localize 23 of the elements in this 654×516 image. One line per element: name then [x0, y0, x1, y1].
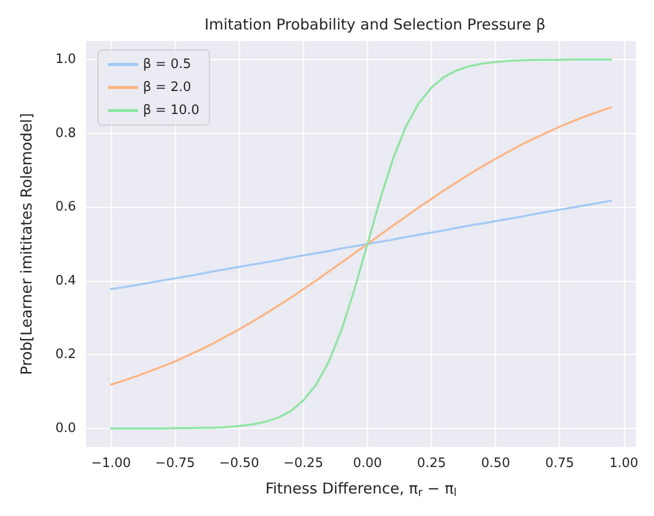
x-tick-label: −0.50: [219, 456, 260, 471]
chart-title: Imitation Probability and Selection Pressure β: [204, 16, 546, 34]
y-axis-title: Prob[Learner imititates Rolemodel]: [18, 113, 36, 375]
x-tick-label: 1.00: [609, 456, 638, 471]
x-tick-label: −0.75: [155, 456, 196, 471]
x-tick-label: 0.25: [417, 456, 446, 471]
x-tick-label: 0.50: [481, 456, 510, 471]
legend-label: β = 2.0: [143, 80, 192, 95]
y-tick-label: 0.6: [55, 200, 76, 215]
y-tick-label: 0.8: [55, 126, 76, 141]
x-tick-label: −1.00: [91, 456, 131, 471]
y-tick-label: 0.2: [55, 347, 76, 362]
legend-label: β = 10.0: [143, 103, 200, 118]
line-series: [110, 58, 612, 430]
legend-label: β = 0.5: [143, 57, 192, 72]
x-tick-label: 0.75: [545, 456, 574, 471]
line-series: [110, 106, 612, 386]
x-tick-label: 0.00: [352, 456, 382, 471]
y-tick-label: 0.0: [55, 421, 76, 436]
y-tick-label: 1.0: [55, 52, 76, 67]
line-series: [110, 200, 612, 290]
y-tick-label: 0.4: [55, 273, 76, 288]
x-tick-label: −0.25: [283, 456, 324, 471]
